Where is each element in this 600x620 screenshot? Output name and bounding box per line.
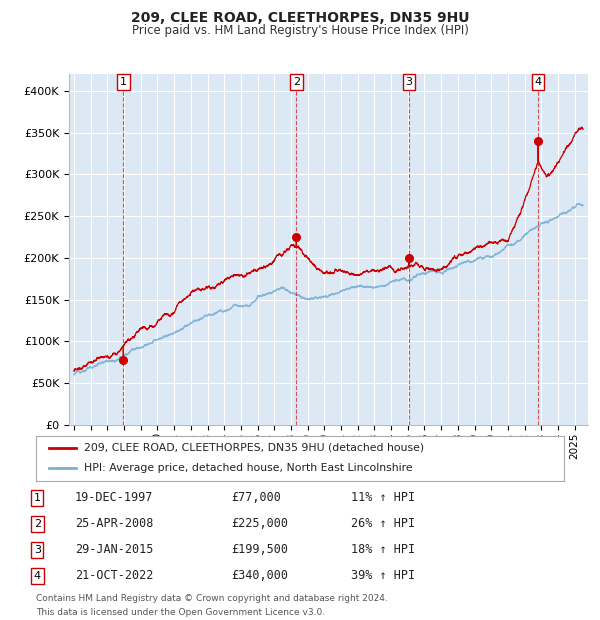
Text: 39% ↑ HPI: 39% ↑ HPI: [351, 570, 415, 582]
Text: Price paid vs. HM Land Registry's House Price Index (HPI): Price paid vs. HM Land Registry's House …: [131, 24, 469, 37]
Text: 209, CLEE ROAD, CLEETHORPES, DN35 9HU: 209, CLEE ROAD, CLEETHORPES, DN35 9HU: [131, 11, 469, 25]
Text: 25-APR-2008: 25-APR-2008: [75, 518, 154, 530]
Text: 4: 4: [535, 77, 542, 87]
Text: £225,000: £225,000: [231, 518, 288, 530]
Text: 18% ↑ HPI: 18% ↑ HPI: [351, 544, 415, 556]
Text: 3: 3: [406, 77, 413, 87]
Text: 26% ↑ HPI: 26% ↑ HPI: [351, 518, 415, 530]
Text: 4: 4: [34, 571, 41, 581]
Text: £77,000: £77,000: [231, 492, 281, 504]
Text: HPI: Average price, detached house, North East Lincolnshire: HPI: Average price, detached house, Nort…: [83, 463, 412, 474]
Text: 3: 3: [34, 545, 41, 555]
Text: Contains HM Land Registry data © Crown copyright and database right 2024.: Contains HM Land Registry data © Crown c…: [36, 594, 388, 603]
Text: This data is licensed under the Open Government Licence v3.0.: This data is licensed under the Open Gov…: [36, 608, 325, 617]
Text: 2: 2: [34, 519, 41, 529]
Text: 11% ↑ HPI: 11% ↑ HPI: [351, 492, 415, 504]
Text: 21-OCT-2022: 21-OCT-2022: [75, 570, 154, 582]
Text: 2: 2: [293, 77, 300, 87]
Text: 1: 1: [34, 493, 41, 503]
Text: 19-DEC-1997: 19-DEC-1997: [75, 492, 154, 504]
Text: 1: 1: [120, 77, 127, 87]
Text: 29-JAN-2015: 29-JAN-2015: [75, 544, 154, 556]
Text: £199,500: £199,500: [231, 544, 288, 556]
Text: 209, CLEE ROAD, CLEETHORPES, DN35 9HU (detached house): 209, CLEE ROAD, CLEETHORPES, DN35 9HU (d…: [83, 443, 424, 453]
Text: £340,000: £340,000: [231, 570, 288, 582]
